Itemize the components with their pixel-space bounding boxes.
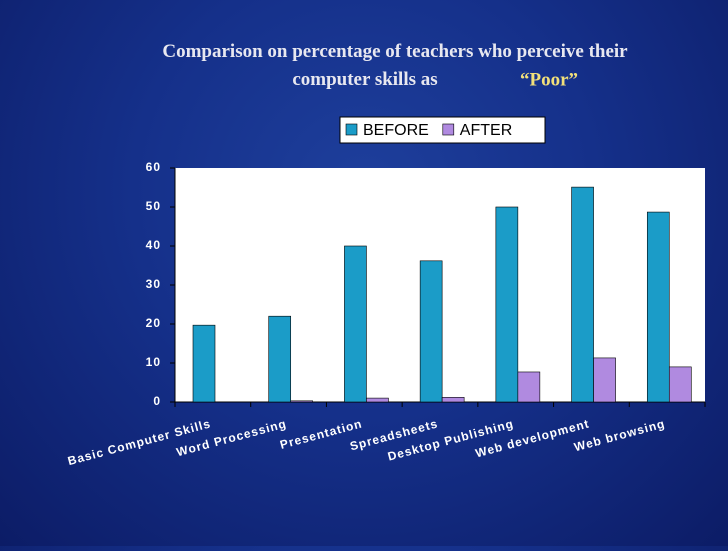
y-tick-label: 60 [146,160,161,174]
legend-swatch [345,123,358,136]
bar [268,315,292,403]
bar [441,397,465,403]
y-tick-label: 50 [146,199,161,213]
legend-label: AFTER [460,122,512,139]
y-tick-label: 10 [146,355,161,369]
bar [366,397,389,403]
bar [192,324,216,403]
bar [668,366,692,403]
bar [571,186,594,403]
bar [290,400,314,403]
bar [344,245,367,403]
chart-title-emphasis: “Poor” [520,69,578,90]
chart-title: Comparison on percentage of teachers who… [162,41,628,90]
y-tick-label: 0 [153,394,161,408]
bar [517,371,541,403]
y-tick-label: 30 [146,277,161,291]
bar [495,206,519,403]
bar [419,260,443,403]
bar [646,211,670,403]
y-tick-label: 40 [146,238,161,252]
y-tick-label: 20 [146,316,161,330]
legend-label: BEFORE [363,122,429,139]
legend-swatch [442,123,455,136]
bar [593,357,616,403]
